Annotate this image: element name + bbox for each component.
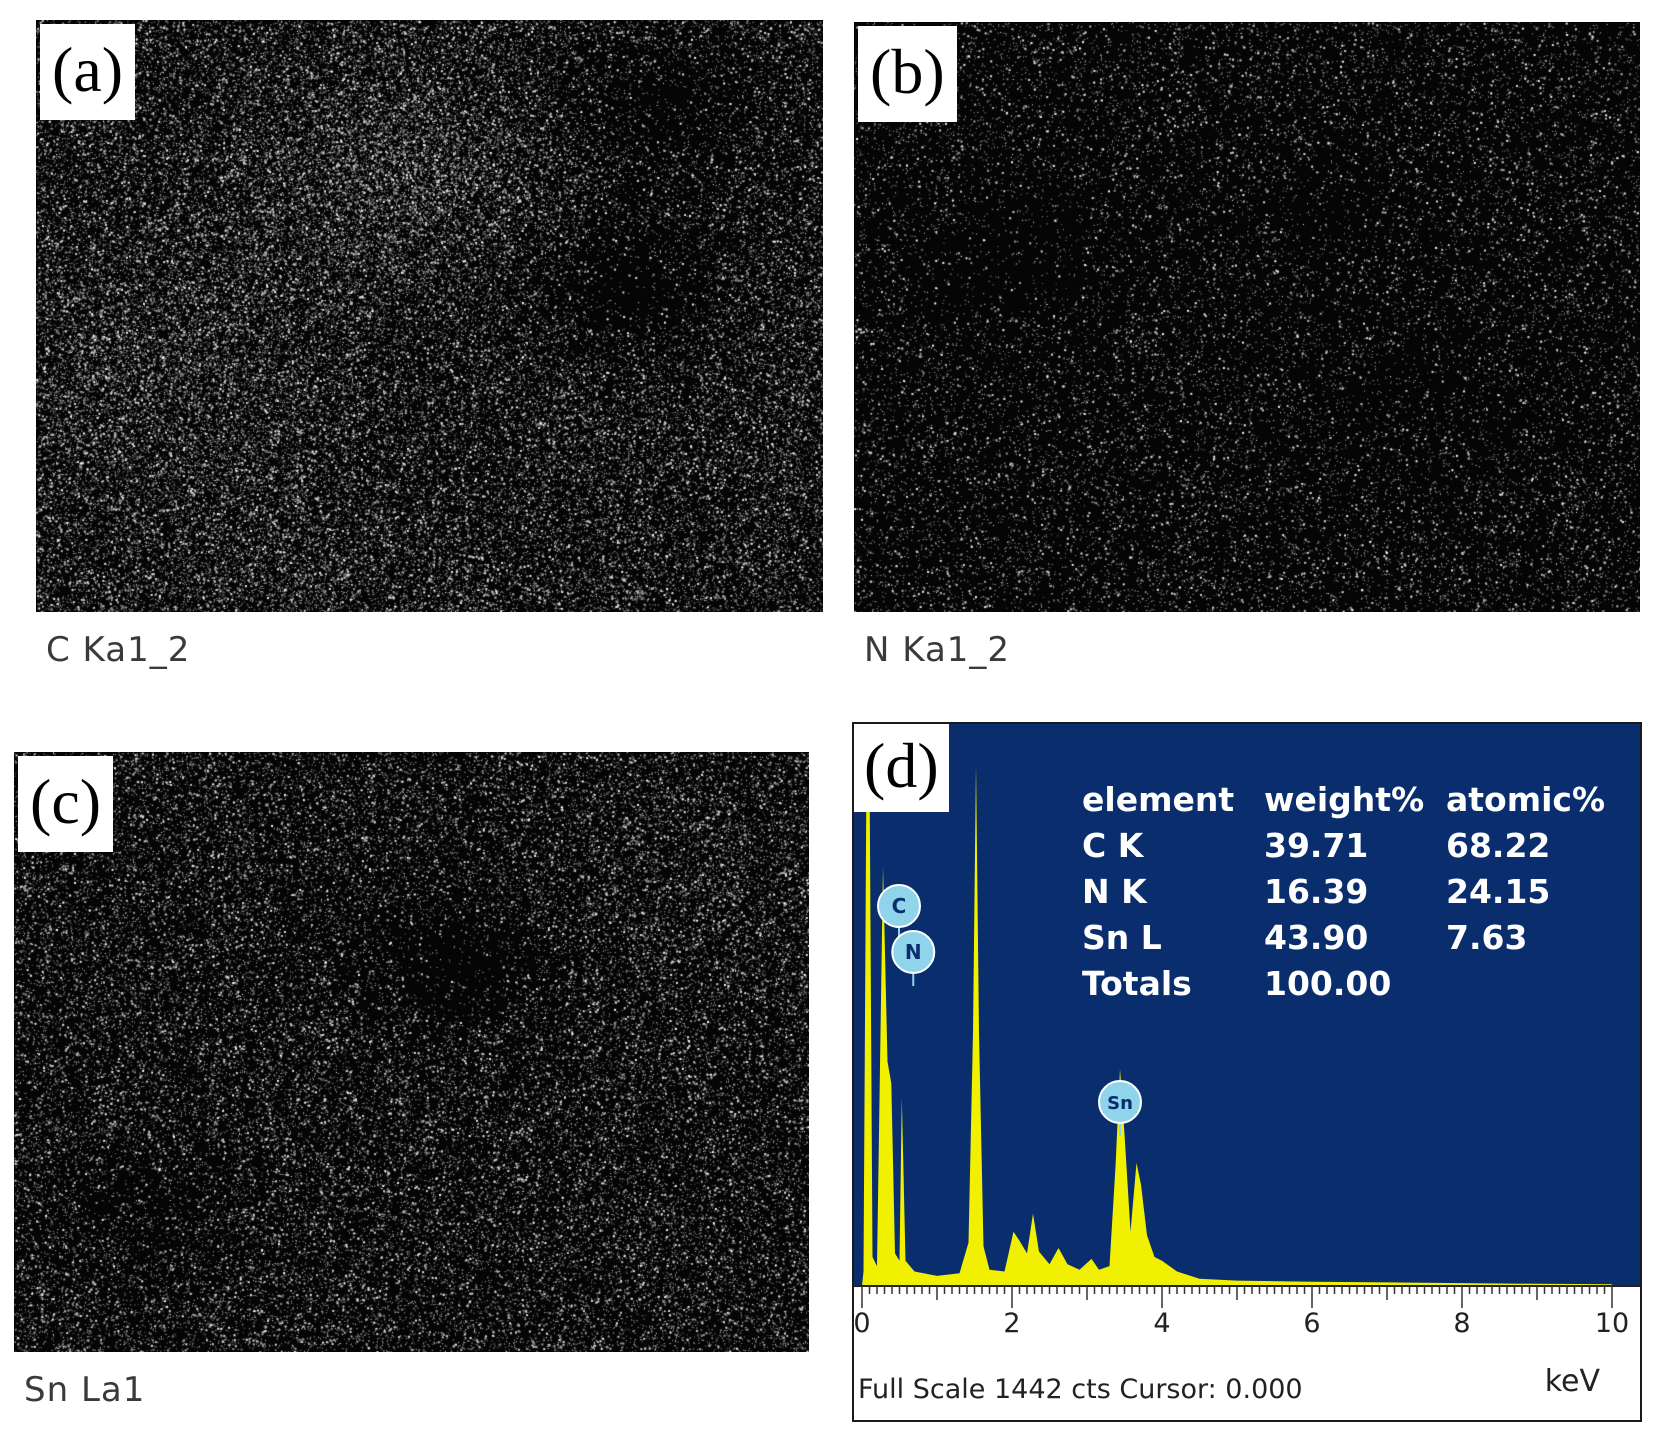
elemental-map-carbon: (a)	[36, 20, 823, 612]
header-element: element	[1082, 780, 1235, 819]
map-caption-carbon: C Ka1_2	[46, 630, 191, 670]
peak-marker-label: N	[905, 940, 922, 964]
tin-map-image	[14, 752, 809, 1352]
x-axis-unit: keV	[1544, 1364, 1600, 1399]
nitrogen-map-image	[854, 22, 1640, 612]
panel-label-c: (c)	[18, 756, 114, 852]
peak-marker-label: Sn	[1107, 1093, 1133, 1114]
peak-marker-n: N	[891, 930, 936, 986]
header-atomic: atomic%	[1446, 780, 1606, 819]
panel-label-b: (b)	[858, 26, 957, 122]
table-row: Sn L 43.90 7.63	[1082, 918, 1605, 964]
map-caption-nitrogen: N Ka1_2	[864, 630, 1011, 670]
table-row: C K 39.71 68.22	[1082, 826, 1605, 872]
x-tick-label: 10	[1594, 1308, 1630, 1339]
x-tick-label: 0	[853, 1308, 871, 1339]
row-weight: 43.90	[1264, 918, 1369, 957]
row-element: Sn L	[1082, 918, 1162, 957]
spectrum-plot-background	[854, 724, 1640, 1320]
eds-spectrum-panel: C N Sn (d) element weight% atomic% C K 39.71 6…	[852, 722, 1642, 1422]
row-element: Totals	[1082, 964, 1192, 1003]
row-weight: 39.71	[1264, 826, 1369, 865]
x-tick-label: 6	[1303, 1308, 1321, 1339]
composition-table: element weight% atomic% C K 39.71 68.22 N K 1…	[1082, 780, 1605, 1010]
map-caption-tin: Sn La1	[24, 1370, 146, 1410]
table-row: Totals 100.00	[1082, 964, 1605, 1010]
row-atomic: 24.15	[1446, 872, 1551, 911]
row-element: C K	[1082, 826, 1144, 865]
row-weight: 16.39	[1264, 872, 1369, 911]
x-tick-label: 2	[1003, 1308, 1021, 1339]
table-row: N K 16.39 24.15	[1082, 872, 1605, 918]
carbon-map-image	[36, 20, 823, 612]
composition-table-header: element weight% atomic%	[1082, 780, 1605, 826]
peak-marker-label: C	[892, 894, 907, 918]
row-element: N K	[1082, 872, 1147, 911]
elemental-map-nitrogen: (b)	[854, 22, 1640, 612]
row-atomic: 7.63	[1446, 918, 1528, 957]
eds-spectrum-chart: CN Sn	[854, 724, 1640, 1326]
x-tick-label: 4	[1153, 1308, 1171, 1339]
elemental-map-tin: (c)	[14, 752, 809, 1352]
peak-marker-sn: Sn	[1098, 1080, 1142, 1136]
x-axis-area	[854, 1286, 1640, 1326]
header-weight: weight%	[1264, 780, 1425, 819]
peak-marker-c: C	[877, 884, 921, 940]
panel-label-d: (d)	[854, 724, 949, 812]
row-weight: 100.00	[1264, 964, 1392, 1003]
row-atomic: 68.22	[1446, 826, 1551, 865]
panel-label-a: (a)	[40, 24, 136, 120]
full-scale-readout: Full Scale 1442 cts Cursor: 0.000	[858, 1374, 1303, 1405]
x-tick-label: 8	[1453, 1308, 1471, 1339]
